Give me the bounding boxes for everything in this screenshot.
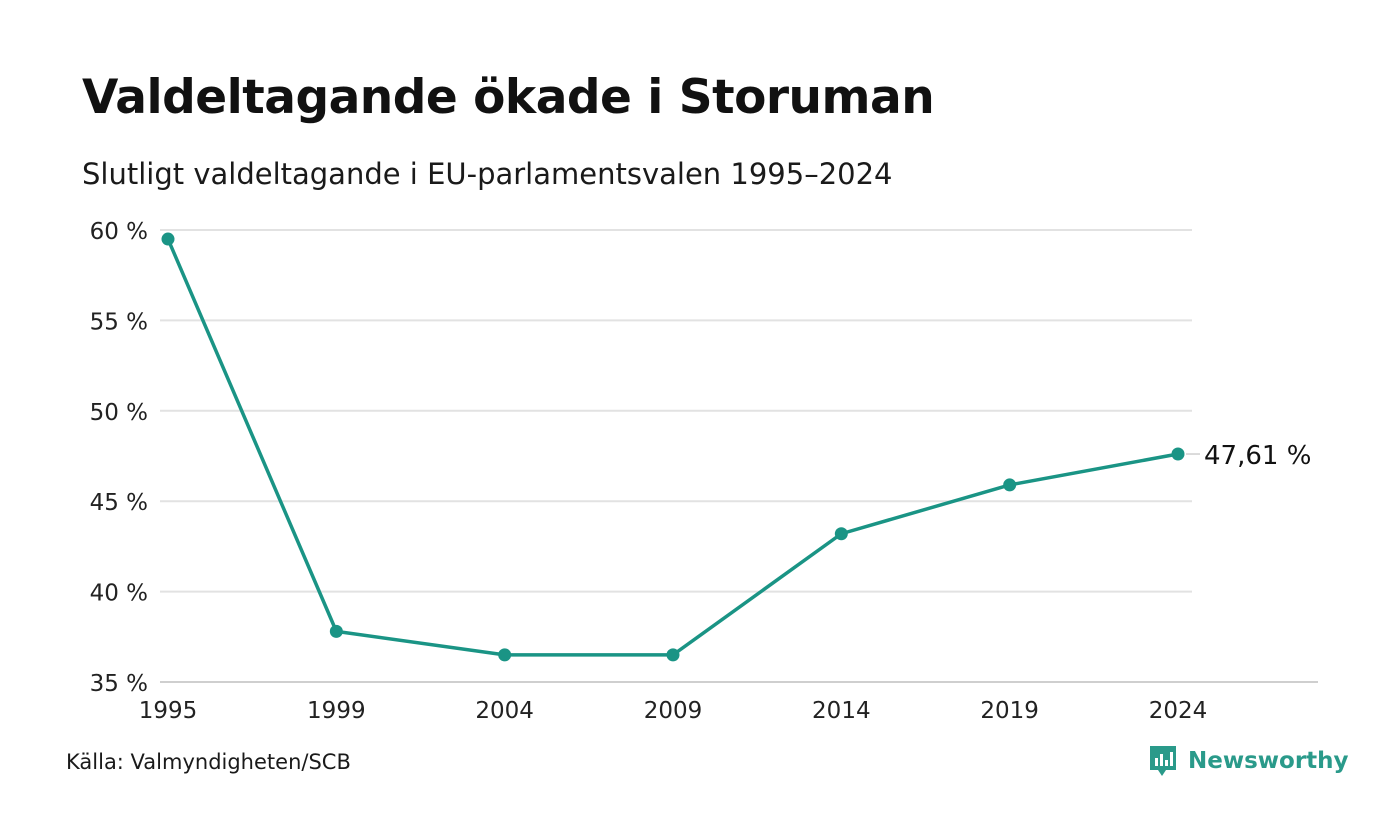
y-tick-label: 45 % — [90, 490, 148, 516]
data-point — [834, 527, 848, 541]
x-tick-label: 2009 — [644, 698, 703, 724]
series-points — [161, 232, 1185, 662]
data-point — [161, 232, 175, 246]
brand[interactable]: Newsworthy — [1148, 744, 1349, 778]
chart-subtitle: Slutligt valdeltagande i EU-parlamentsva… — [82, 157, 893, 191]
y-tick-label: 55 % — [90, 309, 148, 335]
x-tick-label: 1995 — [139, 698, 198, 724]
source-note: Källa: Valmyndigheten/SCB — [66, 750, 351, 774]
x-tick-label: 1999 — [307, 698, 366, 724]
data-point — [498, 648, 512, 662]
newsworthy-logo-icon — [1150, 746, 1176, 776]
y-tick-label: 60 % — [90, 219, 148, 245]
y-tick-label: 50 % — [90, 400, 148, 426]
end-value-label: 47,61 % — [1204, 441, 1311, 471]
x-tick-label: 2024 — [1149, 698, 1208, 724]
y-tick-label: 40 % — [90, 581, 148, 607]
data-point — [1171, 447, 1185, 461]
grid-lines — [160, 229, 1318, 683]
y-axis-ticks: 60 % 55 % 50 % 45 % 40 % 35 % — [90, 219, 148, 697]
x-axis-ticks: 1995 1999 2004 2009 2014 2019 2024 — [139, 698, 1208, 724]
y-tick-label: 35 % — [90, 671, 148, 697]
x-tick-label: 2019 — [980, 698, 1039, 724]
data-point — [329, 624, 343, 638]
data-point — [666, 648, 680, 662]
x-tick-label: 2004 — [475, 698, 534, 724]
data-point — [1003, 478, 1017, 492]
chart-title: Valdeltagande ökade i Storuman — [82, 70, 935, 125]
data-labels: 47,61 % — [1186, 441, 1311, 471]
x-tick-label: 2014 — [812, 698, 871, 724]
brand-name: Newsworthy — [1188, 748, 1349, 774]
